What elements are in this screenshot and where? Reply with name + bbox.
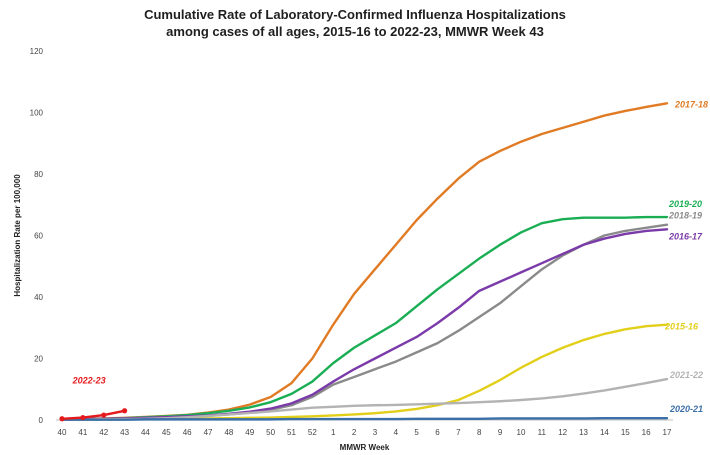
series-line-2017-18 xyxy=(60,102,669,421)
x-tick-label: 47 xyxy=(204,428,213,437)
y-axis: 0 20 40 60 80 100 120 xyxy=(30,47,44,425)
series-label-2015-16: 2015-16 xyxy=(664,322,699,332)
x-tick-label: 42 xyxy=(99,428,108,437)
x-tick-label: 7 xyxy=(456,428,461,437)
y-tick-label: 100 xyxy=(30,109,44,118)
x-tick-label: 17 xyxy=(663,428,672,437)
series-line-2022-23 xyxy=(60,409,126,420)
series-label-2021-22: 2021-22 xyxy=(669,370,703,380)
x-tick-label: 5 xyxy=(414,428,419,437)
y-tick-label: 80 xyxy=(34,170,43,179)
series-label-2019-20: 2019-20 xyxy=(668,199,702,209)
x-tick-label: 4 xyxy=(394,428,399,437)
series-lines xyxy=(59,102,669,422)
x-tick-label: 9 xyxy=(498,428,503,437)
chart-title: Cumulative Rate of Laboratory-Confirmed … xyxy=(144,7,566,22)
x-tick-label: 41 xyxy=(78,428,87,437)
chart-subtitle: among cases of all ages, 2015-16 to 2022… xyxy=(166,24,544,39)
series-line-2020-21 xyxy=(60,416,669,421)
x-axis: 40 41 42 43 44 45 46 47 48 49 50 51 52 1 2 3 4 5 6 7 8 9 10 11 1… xyxy=(58,428,672,437)
x-tick-label: 10 xyxy=(517,428,526,437)
x-tick-label: 2 xyxy=(352,428,357,437)
x-tick-label: 11 xyxy=(538,428,547,437)
series-labels: 2017-18 2019-20 2018-19 2016-17 2015-16 2021-… xyxy=(72,99,708,414)
y-tick-label: 120 xyxy=(30,47,44,56)
series-line-2016-17 xyxy=(60,228,669,421)
x-tick-label: 44 xyxy=(141,428,150,437)
y-tick-label: 20 xyxy=(34,355,43,364)
x-tick-label: 50 xyxy=(266,428,275,437)
x-tick-label: 13 xyxy=(579,428,588,437)
series-label-2022-23: 2022-23 xyxy=(72,376,106,386)
x-tick-label: 40 xyxy=(58,428,67,437)
x-tick-label: 12 xyxy=(558,428,567,437)
series-label-2016-17: 2016-17 xyxy=(668,231,703,241)
series-label-2018-19: 2018-19 xyxy=(668,211,702,221)
data-point-2022-23 xyxy=(101,412,107,418)
x-tick-label: 48 xyxy=(224,428,233,437)
data-point-2022-23 xyxy=(59,416,65,422)
x-tick-label: 15 xyxy=(621,428,630,437)
data-point-2022-23 xyxy=(80,414,86,421)
y-axis-label: Hospitalization Rate per 100,000 xyxy=(13,174,22,297)
x-tick-label: 52 xyxy=(308,428,317,437)
x-tick-label: 49 xyxy=(245,428,254,437)
x-tick-label: 14 xyxy=(600,428,609,437)
y-tick-label: 40 xyxy=(34,293,43,302)
x-tick-label: 6 xyxy=(435,428,440,437)
series-label-2020-21: 2020-21 xyxy=(669,404,703,414)
chart-title-block: Cumulative Rate of Laboratory-Confirmed … xyxy=(0,6,710,40)
series-label-2017-18: 2017-18 xyxy=(674,99,708,109)
x-tick-label: 45 xyxy=(162,428,171,437)
x-tick-label: 16 xyxy=(642,428,651,437)
x-axis-label: MMWR Week xyxy=(340,443,390,452)
x-tick-label: 43 xyxy=(120,428,129,437)
x-tick-label: 1 xyxy=(331,428,336,437)
x-tick-label: 3 xyxy=(373,428,378,437)
x-tick-label: 46 xyxy=(183,428,192,437)
data-point-2022-23 xyxy=(121,408,128,414)
y-tick-label: 0 xyxy=(39,416,44,425)
x-tick-label: 51 xyxy=(287,428,296,437)
x-tick-label: 8 xyxy=(477,428,482,437)
y-tick-label: 60 xyxy=(34,232,43,241)
series-line-2018-19 xyxy=(60,223,669,421)
